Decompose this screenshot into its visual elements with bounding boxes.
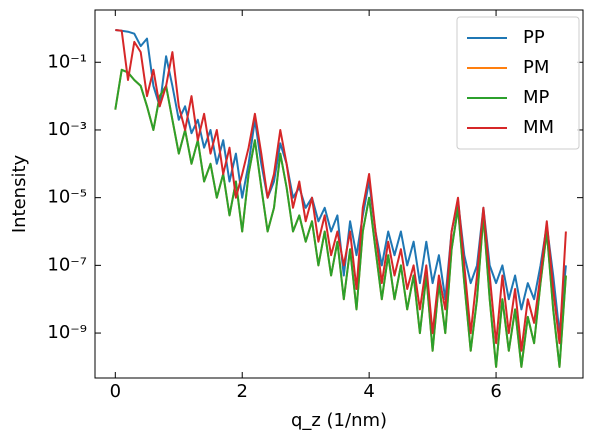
y-tick-label: 10⁻⁷ bbox=[47, 254, 87, 275]
x-tick-label: 2 bbox=[236, 381, 247, 402]
legend-box bbox=[456, 16, 580, 150]
plot-frame bbox=[94, 9, 584, 379]
x-tick-label: 6 bbox=[490, 381, 501, 402]
legend-label: MP bbox=[523, 87, 550, 108]
series-line bbox=[115, 29, 567, 352]
x-tick-label: 4 bbox=[363, 381, 374, 402]
y-tick-label: 10⁻⁵ bbox=[47, 187, 87, 208]
legend-label: PM bbox=[523, 57, 549, 78]
series-line bbox=[114, 68, 567, 368]
legend-label: PP bbox=[523, 27, 545, 48]
x-tick-label: 0 bbox=[110, 381, 121, 402]
y-axis-label: Intensity bbox=[9, 154, 30, 233]
y-tick-label: 10⁻⁹ bbox=[47, 322, 87, 343]
legend-label: MM bbox=[523, 117, 554, 138]
y-tick-label: 10⁻³ bbox=[47, 119, 87, 140]
x-axis-label: q_z (1/nm) bbox=[291, 410, 387, 431]
y-tick-label: 10⁻¹ bbox=[47, 51, 87, 72]
